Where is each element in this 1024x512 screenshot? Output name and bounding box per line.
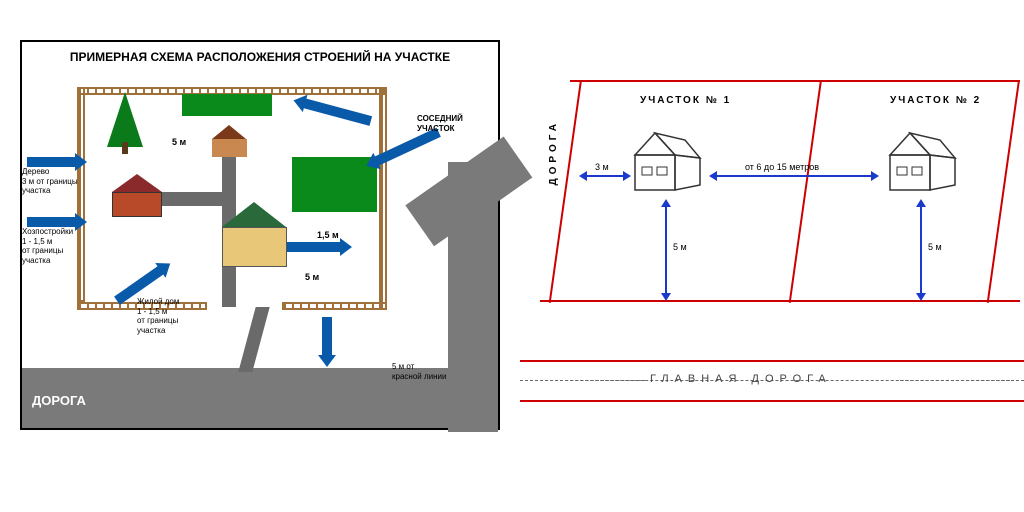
dash-right <box>900 380 1010 381</box>
fence-right <box>379 87 387 310</box>
setback-diagram: УЧАСТОК № 1 УЧАСТОК № 2 ДОРОГА 3 м от 6 … <box>520 0 1024 512</box>
dim-1-5m: 1,5 м <box>317 230 339 240</box>
arrow-outbuilding <box>27 217 77 227</box>
road-label: ДОРОГА <box>32 393 86 408</box>
plot-divider-left <box>549 80 582 303</box>
outbuilding-small <box>212 127 247 157</box>
plot-divider-mid <box>789 80 822 303</box>
plot-layout-diagram: ПРИМЕРНАЯ СХЕМА РАСПОЛОЖЕНИЯ СТРОЕНИЙ НА… <box>20 40 500 430</box>
neighbor-lot-1 <box>182 94 272 116</box>
dim-5m-top: 5 м <box>172 137 186 147</box>
tree-icon <box>107 92 143 147</box>
road-line-bottom <box>520 400 1024 402</box>
fence-bottom-right <box>282 302 387 310</box>
dim-5m-bottom: 5 м <box>305 272 319 282</box>
arrow-3m <box>585 175 625 177</box>
path-to-road <box>238 307 269 372</box>
house-plot1 <box>625 125 705 195</box>
fence-left <box>77 87 85 302</box>
main-house <box>222 212 287 267</box>
callout-redline: 5 м открасной линии <box>392 362 446 381</box>
plot1-label: УЧАСТОК № 1 <box>640 95 731 106</box>
dash-left <box>560 380 645 381</box>
dim-between: от 6 до 15 метров <box>745 162 819 172</box>
outbuilding-red <box>112 177 162 217</box>
callout-house: Жилой дом1 - 1,5 мот границыучастка <box>137 297 179 335</box>
arrow-dim-right <box>287 242 342 252</box>
neighbor-lot-2 <box>292 157 377 212</box>
arrow-5m-plot2 <box>920 205 922 295</box>
diagram-title: ПРИМЕРНАЯ СХЕМА РАСПОЛОЖЕНИЯ СТРОЕНИЙ НА… <box>22 50 498 64</box>
arrow-5m-plot1 <box>665 205 667 295</box>
house-plot2 <box>880 125 960 195</box>
arrow-neighbor-1 <box>302 98 372 126</box>
property-line-top <box>570 80 1020 82</box>
plot2-label: УЧАСТОК № 2 <box>890 95 981 106</box>
dim-5m-plot1: 5 м <box>673 242 687 252</box>
side-road-label: ДОРОГА <box>548 120 559 185</box>
neighbor-label: СОСЕДНИЙ УЧАСТОК <box>417 114 487 133</box>
arrow-tree <box>27 157 77 167</box>
arrow-between <box>715 175 873 177</box>
callout-tree: Дерево3 м от границыучастка <box>22 167 78 196</box>
boundary-line <box>540 300 1020 302</box>
road-line-top <box>520 360 1024 362</box>
arrow-redline <box>322 317 332 357</box>
main-road-label: ГЛАВНАЯ ДОРОГА <box>650 373 832 385</box>
callout-outbuilding: Хозпостройки1 - 1,5 мот границыучастка <box>22 227 73 265</box>
dim-3m: 3 м <box>595 162 609 172</box>
dim-5m-plot2: 5 м <box>928 242 942 252</box>
plot-divider-right <box>987 80 1020 303</box>
